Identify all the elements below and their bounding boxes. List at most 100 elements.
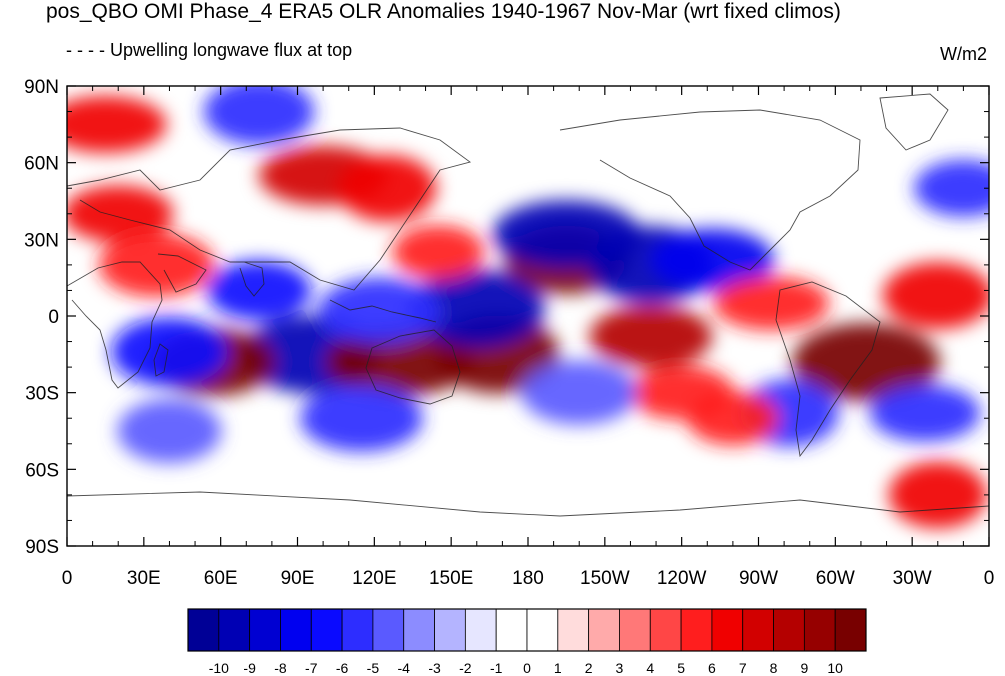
colorbar-swatch — [464, 608, 497, 652]
colorbar-swatch — [834, 608, 867, 652]
coastline-greenland — [879, 93, 949, 151]
colorbar-label: 8 — [770, 660, 778, 676]
anomaly-region — [792, 323, 941, 401]
lon-tick-label: 90E — [281, 568, 315, 589]
colorbar-swatch — [742, 608, 774, 652]
anomaly-region — [111, 316, 228, 387]
anomaly-region — [325, 328, 474, 396]
anomaly-region — [318, 277, 441, 345]
lon-tick-label: 150W — [580, 568, 630, 589]
colorbar-swatch — [803, 608, 836, 652]
colorbar-swatch — [372, 608, 405, 652]
colorbar-label: 3 — [616, 660, 624, 676]
colorbar-label: 0 — [523, 660, 531, 676]
lat-tick-label: 90S — [25, 537, 59, 558]
colorbar-swatch — [588, 608, 620, 652]
anomaly-field — [67, 86, 989, 529]
colorbar-swatch — [495, 608, 528, 652]
anomaly-region — [67, 95, 167, 153]
lon-tick-label: 0 — [984, 568, 995, 589]
colorbar-swatch — [711, 608, 744, 652]
anomaly-region — [914, 159, 989, 217]
colorbar-swatch — [619, 608, 651, 652]
lon-tick-label: 120E — [352, 568, 396, 589]
anomaly-region — [117, 399, 222, 463]
colorbar-label: -10 — [209, 660, 229, 676]
anomaly-region — [521, 360, 638, 425]
colorbar: -10 -9 -8 -7 -6 -5 -4 -3 -2 -1 0 1 2 3 4 5 6 7 8 9 10 — [187, 608, 867, 676]
colorbar-label: -5 — [367, 660, 380, 676]
anomaly-region — [67, 185, 174, 243]
lon-tick-label: 180 — [512, 568, 544, 589]
coastlines — [67, 93, 989, 517]
coastline-australia — [365, 329, 461, 405]
lat-tick-label: 30N — [24, 230, 59, 251]
colorbar-label: 6 — [708, 660, 716, 676]
coastline-india — [239, 261, 265, 297]
colorbar-label: 5 — [677, 660, 685, 676]
variable-subtitle: - - - - Upwelling longwave flux at top — [66, 40, 353, 60]
coastline-maritime — [329, 299, 437, 323]
lat-tick-label: 90N — [24, 77, 59, 98]
lon-tick-label: 60E — [204, 568, 238, 589]
coastline-north-america — [559, 109, 861, 271]
colorbar-label: 4 — [646, 660, 654, 676]
colorbar-swatch — [341, 608, 374, 652]
coastline-south-america — [775, 281, 881, 458]
units-label: W/m2 — [940, 44, 987, 64]
coastline-antarctica — [67, 491, 989, 517]
anomaly-region — [713, 276, 830, 331]
plot-title: pos_QBO OMI Phase_4 ERA5 OLR Anomalies 1… — [46, 0, 841, 23]
anomaly-region — [589, 305, 713, 368]
colorbar-label: -1 — [490, 660, 503, 676]
lon-tick-label: 30E — [127, 568, 161, 589]
colorbar-label: 2 — [585, 660, 593, 676]
colorbar-swatch — [403, 608, 435, 652]
anomaly-region — [650, 228, 775, 291]
anomaly-region — [686, 391, 779, 446]
coastline-eurasia — [67, 127, 472, 291]
anomaly-region — [300, 384, 423, 452]
coastline-arabia — [157, 253, 207, 293]
colorbar-swatch — [557, 608, 590, 652]
colorbar-swatch — [187, 608, 220, 652]
lon-tick-label: 30W — [893, 568, 932, 589]
lat-tick-label: 60S — [25, 460, 59, 481]
anomaly-region — [888, 461, 987, 529]
anomaly-region — [98, 232, 215, 297]
lat-tick-label: 30S — [25, 384, 59, 405]
colorbar-swatch — [218, 608, 251, 652]
coastline-africa — [67, 261, 163, 389]
colorbar-swatch — [280, 608, 312, 652]
colorbar-label: 7 — [739, 660, 747, 676]
lon-tick-label: 60W — [816, 568, 855, 589]
colorbar-label: -4 — [398, 660, 411, 676]
colorbar-label: 9 — [800, 660, 808, 676]
colorbar-label: -8 — [274, 660, 287, 676]
lon-tick-label: 120W — [657, 568, 707, 589]
anomaly-region — [337, 154, 437, 222]
colorbar-label: 1 — [554, 660, 562, 676]
lat-tick-label: 60N — [24, 154, 59, 175]
anomaly-region — [203, 86, 315, 145]
colorbar-swatch — [773, 608, 805, 652]
coastline-madagascar — [153, 343, 169, 377]
colorbar-swatch — [526, 608, 559, 652]
colorbar-label: -9 — [243, 660, 256, 676]
lon-tick-label: 90W — [739, 568, 778, 589]
lon-tick-label: 0 — [62, 568, 73, 589]
colorbar-swatch — [249, 608, 281, 652]
anomaly-region — [882, 262, 989, 329]
colorbar-swatch — [434, 608, 466, 652]
lat-tick-label: 0 — [48, 307, 59, 328]
colorbar-swatch — [680, 608, 713, 652]
colorbar-label: -3 — [428, 660, 441, 676]
anomaly-region — [408, 269, 545, 348]
colorbar-swatch — [649, 608, 682, 652]
anomaly-region — [869, 384, 981, 442]
anomaly-region — [392, 225, 485, 280]
lon-tick-label: 150E — [429, 568, 473, 589]
colorbar-label: 10 — [827, 660, 843, 676]
